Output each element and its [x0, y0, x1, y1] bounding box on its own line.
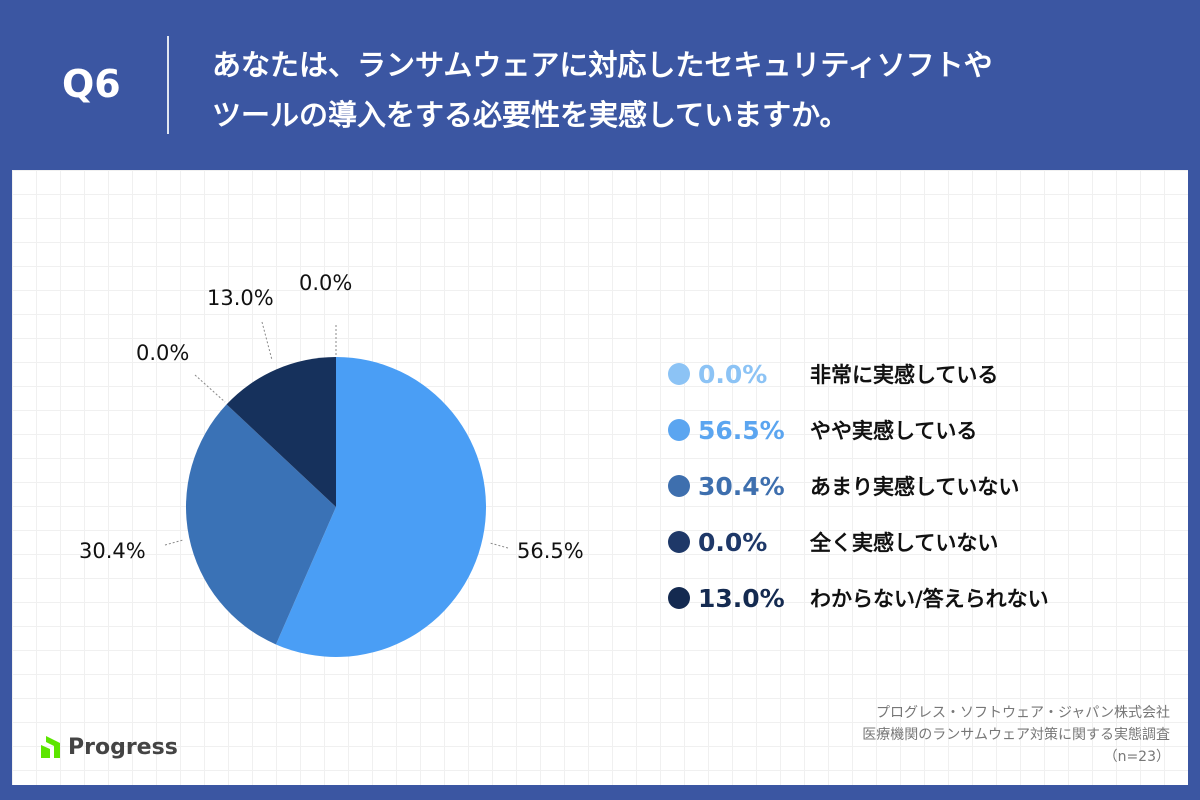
- legend-label: わからない/答えられない: [810, 587, 1049, 611]
- legend-label: 非常に実感している: [810, 363, 999, 387]
- progress-logo: Progress: [38, 734, 178, 760]
- leader-line-3: [194, 374, 226, 403]
- data-label-3: 0.0%: [136, 341, 190, 365]
- legend-swatch: [668, 531, 690, 553]
- sample-size: （n=23）: [1103, 749, 1170, 765]
- divider: [167, 36, 169, 134]
- legend-value: 56.5%: [698, 415, 785, 445]
- data-label-0: 0.0%: [299, 271, 353, 295]
- legend-item: 0.0% 非常に実感している: [668, 346, 1049, 402]
- legend-swatch: [668, 587, 690, 609]
- leader-line-2: [164, 539, 184, 546]
- legend-swatch: [668, 419, 690, 441]
- legend: 0.0% 非常に実感している 56.5% やや実感している 30.4% あまり実感していな…: [668, 346, 1049, 626]
- title-line-1: あなたは、ランサムウェアに対応したセキュリティソフトや: [212, 48, 993, 82]
- title-line-2: ツールの導入をする必要性を実感していますか。: [212, 98, 849, 132]
- leader-line-1: [489, 542, 509, 549]
- source-line-2: 医療機関のランサムウェア対策に関する実態調査: [862, 727, 1170, 743]
- legend-value: 13.0%: [698, 583, 785, 613]
- legend-value: 30.4%: [698, 471, 785, 501]
- legend-swatch: [668, 475, 690, 497]
- header: Q6 あなたは、ランサムウェアに対応したセキュリティソフトや ツールの導入をする…: [0, 0, 1200, 170]
- source-line-1: プログレス・ソフトウェア・ジャパン株式会社: [876, 705, 1170, 721]
- question-number: Q6: [62, 62, 121, 106]
- legend-label: あまり実感していない: [810, 475, 1020, 499]
- legend-label: 全く実感していない: [810, 531, 999, 555]
- legend-item: 13.0% わからない/答えられない: [668, 570, 1049, 626]
- progress-logo-icon: [41, 736, 60, 758]
- legend-value: 0.0%: [698, 359, 768, 389]
- leader-line-4: [261, 321, 273, 361]
- source-note: プログレス・ソフトウェア・ジャパン株式会社 医療機関のランサムウェア対策に関する…: [862, 702, 1170, 768]
- data-label-2: 30.4%: [79, 539, 146, 563]
- legend-swatch: [668, 363, 690, 385]
- legend-item: 30.4% あまり実感していない: [668, 458, 1049, 514]
- pie-slice-2: [185, 404, 336, 645]
- legend-item: 0.0% 全く実感していない: [668, 514, 1049, 570]
- data-label-4: 13.0%: [207, 286, 274, 310]
- pie-slice-4: [226, 357, 336, 507]
- pie-slice-1: [275, 357, 486, 657]
- question-title: あなたは、ランサムウェアに対応したセキュリティソフトや ツールの導入をする必要性…: [212, 40, 1172, 140]
- legend-value: 0.0%: [698, 527, 768, 557]
- logo-text: Progress: [68, 734, 178, 760]
- legend-label: やや実感している: [810, 419, 978, 443]
- data-label-1: 56.5%: [517, 539, 584, 563]
- legend-item: 56.5% やや実感している: [668, 402, 1049, 458]
